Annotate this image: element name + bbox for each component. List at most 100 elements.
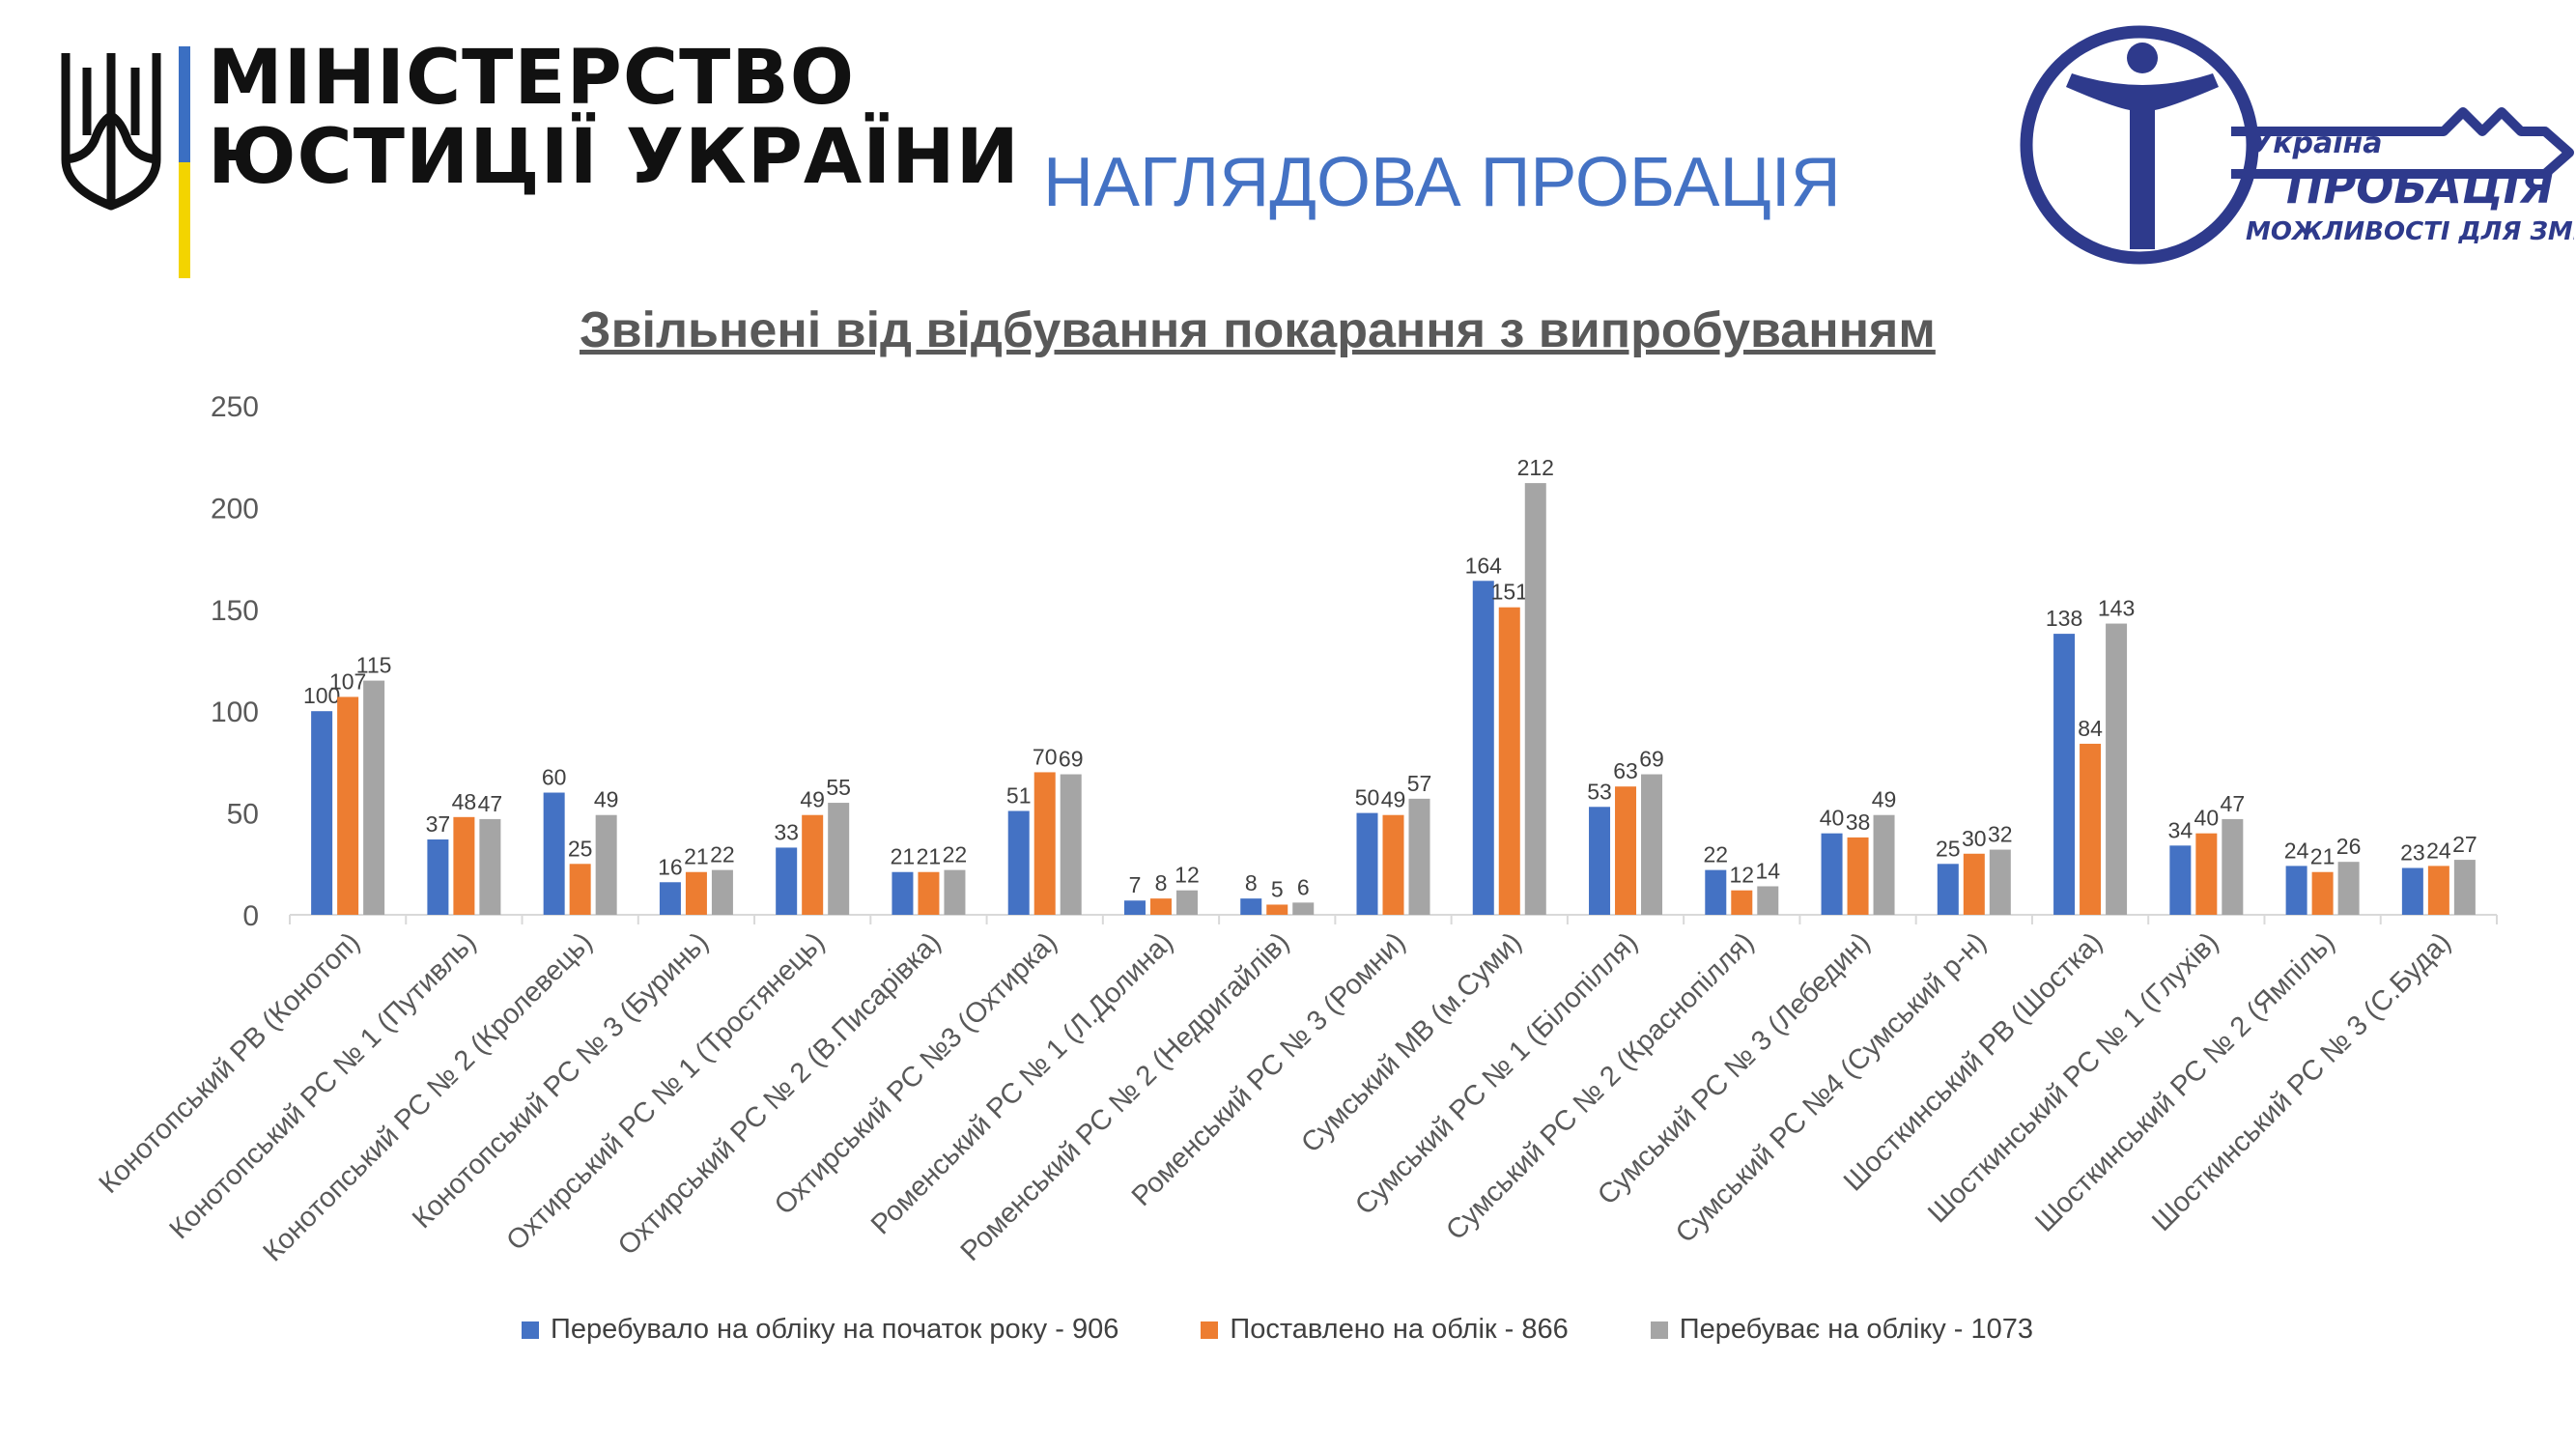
bar-series-3 bbox=[1757, 886, 1779, 915]
data-label: 151 bbox=[1491, 580, 1528, 605]
data-label: 12 bbox=[1175, 863, 1200, 888]
data-label: 138 bbox=[2046, 606, 2082, 631]
bar-series-2 bbox=[2195, 833, 2218, 915]
data-label: 37 bbox=[426, 811, 451, 837]
y-tick-label: 50 bbox=[227, 799, 259, 831]
bar-series-2 bbox=[1731, 890, 1753, 915]
data-label: 34 bbox=[2168, 817, 2194, 842]
bar-series-2 bbox=[453, 816, 475, 915]
bar-series-1 bbox=[1589, 807, 1611, 915]
bar-series-2 bbox=[802, 814, 824, 915]
data-label: 26 bbox=[2336, 834, 2362, 859]
legend-item-1: Перебувало на обліку на початок року - 9… bbox=[522, 1314, 1118, 1346]
bar-series-3 bbox=[1408, 798, 1430, 915]
bar-series-3 bbox=[1873, 814, 1895, 915]
data-label: 6 bbox=[1297, 874, 1310, 899]
y-tick-label: 100 bbox=[211, 696, 259, 728]
bar-series-2 bbox=[1615, 786, 1637, 915]
data-label: 47 bbox=[2221, 791, 2246, 816]
data-label: 60 bbox=[542, 765, 567, 790]
bar-series-3 bbox=[2337, 862, 2360, 915]
bar-series-1 bbox=[2053, 634, 2076, 915]
bar-series-2 bbox=[1382, 814, 1404, 915]
bar-series-3 bbox=[711, 869, 733, 915]
bar-series-3 bbox=[479, 818, 501, 915]
bar-series-3 bbox=[2106, 623, 2128, 915]
data-label: 48 bbox=[452, 789, 477, 814]
slide-title: НАГЛЯДОВА ПРОБАЦІЯ bbox=[1043, 144, 1841, 221]
bar-series-1 bbox=[427, 839, 449, 915]
data-label: 51 bbox=[1006, 782, 1032, 808]
data-label: 25 bbox=[1936, 836, 1961, 861]
bar-series-3 bbox=[1292, 902, 1315, 915]
bar-series-3 bbox=[595, 814, 617, 915]
bar-series-1 bbox=[1821, 833, 1843, 915]
bar-series-1 bbox=[659, 882, 681, 915]
bar-series-1 bbox=[892, 871, 914, 915]
bar-series-2 bbox=[1266, 904, 1288, 915]
legend-label-3: Перебуває на обліку - 1073 bbox=[1679, 1314, 2033, 1345]
data-label: 5 bbox=[1271, 876, 1284, 901]
person-icon bbox=[2127, 43, 2158, 73]
data-label: 21 bbox=[2310, 844, 2335, 869]
legend-swatch-2 bbox=[1201, 1321, 1219, 1339]
data-label: 7 bbox=[1129, 872, 1142, 897]
data-label: 50 bbox=[1355, 785, 1380, 810]
data-label: 27 bbox=[2452, 832, 2477, 857]
data-label: 115 bbox=[356, 653, 392, 678]
bar-series-2 bbox=[1149, 898, 1172, 915]
bar-series-1 bbox=[2169, 845, 2192, 915]
data-label: 69 bbox=[1059, 747, 1084, 772]
y-tick-label: 0 bbox=[242, 900, 259, 932]
bar-series-2 bbox=[2080, 743, 2102, 915]
data-label: 70 bbox=[1033, 744, 1058, 769]
data-label: 40 bbox=[1820, 806, 1845, 831]
legend-label-1: Перебувало на обліку на початок року - 9… bbox=[551, 1314, 1119, 1345]
bar-series-3 bbox=[1989, 849, 2011, 915]
data-label: 21 bbox=[891, 844, 916, 869]
data-label: 107 bbox=[329, 668, 366, 694]
ukraine-flag-stripe bbox=[179, 46, 190, 278]
bar-series-1 bbox=[1937, 864, 1959, 915]
bar-series-1 bbox=[1123, 900, 1146, 915]
bar-series-3 bbox=[363, 680, 385, 915]
bar-series-1 bbox=[1007, 810, 1030, 915]
data-label: 12 bbox=[1729, 863, 1754, 888]
data-label: 23 bbox=[2400, 840, 2425, 866]
y-tick-label: 250 bbox=[211, 391, 259, 423]
bar-series-1 bbox=[1472, 581, 1494, 915]
bar-series-1 bbox=[2285, 866, 2307, 915]
legend-swatch-1 bbox=[522, 1321, 539, 1339]
data-label: 49 bbox=[800, 787, 825, 812]
data-label: 84 bbox=[2078, 716, 2103, 741]
data-label: 33 bbox=[774, 819, 799, 844]
bar-series-3 bbox=[2222, 818, 2244, 915]
data-label: 63 bbox=[1613, 758, 1638, 783]
bar-series-1 bbox=[1240, 898, 1262, 915]
data-label: 69 bbox=[1639, 747, 1664, 772]
bar-series-3 bbox=[1641, 774, 1663, 915]
data-label: 24 bbox=[2426, 838, 2451, 863]
data-label: 32 bbox=[1988, 822, 2013, 847]
bar-series-2 bbox=[1847, 837, 1869, 915]
data-label: 8 bbox=[1245, 870, 1258, 895]
probation-logo: Україна ПРОБАЦІЯ МОЖЛИВОСТІ ДЛЯ ЗМІН bbox=[2020, 25, 2574, 265]
bar-series-2 bbox=[1498, 607, 1520, 915]
bar-series-3 bbox=[1060, 774, 1082, 915]
ukraine-trident-icon bbox=[61, 53, 161, 211]
data-label: 21 bbox=[684, 844, 709, 869]
ministry-line-2: ЮСТИЦІЇ УКРАЇНИ bbox=[208, 114, 1020, 201]
data-label: 49 bbox=[1381, 787, 1406, 812]
y-tick-label: 200 bbox=[211, 493, 259, 525]
logo-text-1: Україна bbox=[2250, 127, 2382, 160]
logo-text-2: ПРОБАЦІЯ bbox=[2286, 161, 2554, 213]
bar-series-3 bbox=[828, 803, 850, 915]
bar-series-1 bbox=[776, 847, 798, 915]
legend-swatch-3 bbox=[1650, 1321, 1668, 1339]
data-label: 143 bbox=[2098, 596, 2135, 621]
bar-series-3 bbox=[944, 869, 966, 915]
bar-series-1 bbox=[311, 711, 333, 915]
data-label: 49 bbox=[594, 787, 619, 812]
bar-series-2 bbox=[1033, 772, 1056, 915]
data-label: 25 bbox=[568, 836, 593, 861]
